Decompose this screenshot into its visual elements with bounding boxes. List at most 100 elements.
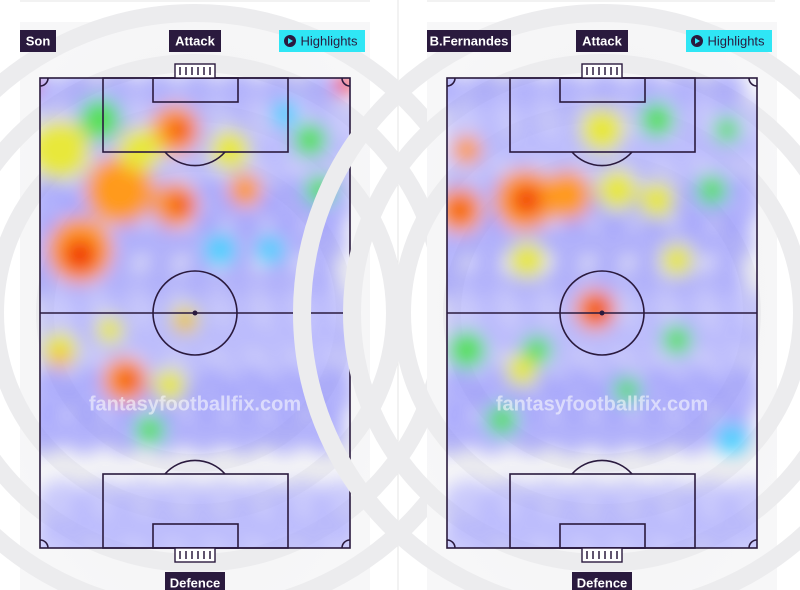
heat-base	[637, 140, 689, 192]
corner-arc	[39, 77, 49, 87]
heat-spot	[118, 370, 138, 390]
heat-base	[717, 330, 757, 382]
heat-base	[447, 410, 473, 454]
heat-base	[545, 260, 585, 300]
heat-base	[102, 220, 146, 264]
corner-arc	[341, 77, 351, 87]
heat-base	[190, 520, 242, 548]
heat-base	[465, 260, 505, 300]
heat-spot	[615, 378, 639, 402]
heat-spot	[273, 103, 297, 127]
heat-spot	[42, 332, 78, 368]
heat-spot	[294, 124, 326, 156]
heat-base	[186, 180, 234, 228]
heat-base	[150, 330, 202, 382]
corner-arc	[39, 539, 49, 549]
highlights-button[interactable]: Highlights	[279, 30, 365, 52]
highlights-button-text: Highlights	[707, 33, 765, 48]
attack-label-bg	[169, 30, 221, 52]
heat-base	[597, 520, 649, 548]
corner-arc	[748, 77, 758, 87]
heat-spot	[453, 136, 481, 164]
heat-base	[589, 410, 633, 454]
heat-spot	[715, 118, 739, 142]
defence-label-bg	[572, 572, 632, 590]
defence-label-bg	[165, 572, 225, 590]
heat-spot	[450, 200, 470, 220]
heat-base	[713, 370, 757, 418]
heat-base	[469, 220, 513, 264]
heat-spot	[229, 174, 261, 206]
heat-base	[549, 410, 593, 454]
heatmap	[447, 78, 757, 548]
heatmap-panel: fantasyfootballfix.com B.Fernandes Attack H…	[293, 4, 800, 590]
heat-spot	[698, 176, 726, 204]
heat-base	[70, 520, 122, 548]
heat-base	[138, 260, 178, 300]
heat-base	[262, 410, 306, 454]
player-name: B.Fernandes	[427, 30, 511, 52]
watermark: fantasyfootballfix.com	[496, 393, 708, 415]
heat-spot	[449, 332, 485, 368]
heat-base	[553, 370, 601, 418]
attack-label-text: Attack	[175, 33, 216, 48]
heat-base	[447, 260, 465, 300]
heat-base	[182, 410, 226, 454]
centre-circle	[152, 270, 238, 356]
heat-spot	[170, 195, 190, 215]
heat-spot	[86, 156, 154, 224]
centre-spot	[599, 310, 605, 316]
heat-base	[258, 260, 298, 300]
heat-base	[266, 180, 314, 228]
play-icon-arrow	[695, 38, 700, 44]
watermark: fantasyfootballfix.com	[89, 393, 301, 415]
heat-base	[150, 140, 202, 192]
defence-label: Defence	[572, 572, 632, 590]
heat-spot	[718, 426, 746, 454]
corner-arc	[748, 539, 758, 549]
heat-spot	[488, 406, 516, 434]
heat-base	[557, 330, 609, 382]
heat-base	[178, 260, 218, 300]
heat-base	[98, 260, 138, 300]
heat-spot	[523, 336, 551, 364]
heat-base	[477, 520, 529, 548]
player-name-bg	[427, 30, 511, 52]
heat-base	[142, 220, 186, 264]
heat-base	[150, 520, 202, 548]
heat-base	[310, 520, 350, 548]
heat-spot	[136, 416, 164, 444]
heat-base	[597, 330, 649, 382]
attack-label-text: Attack	[582, 33, 623, 48]
heat-base	[629, 220, 673, 264]
player-name-text: B.Fernandes	[430, 33, 509, 48]
attack-label: Attack	[576, 30, 628, 52]
player-name-text: Son	[26, 33, 51, 48]
heat-base	[226, 370, 274, 418]
goal-top	[174, 63, 216, 79]
arc-top	[571, 151, 633, 167]
heat-base	[230, 330, 282, 382]
heat-spot	[170, 120, 190, 140]
highlights-button[interactable]: Highlights	[686, 30, 772, 52]
goal-bottom	[581, 547, 623, 563]
heat-base	[669, 410, 713, 454]
arc-top	[164, 151, 226, 167]
arc-bottom	[164, 459, 226, 475]
heat-base	[62, 410, 106, 454]
heat-spot	[206, 236, 234, 264]
heat-spot	[52, 352, 68, 368]
player-name-bg	[20, 30, 56, 52]
heat-spot	[80, 100, 120, 140]
heat-base	[218, 260, 258, 300]
heat-base	[717, 520, 757, 548]
heat-spot	[585, 298, 609, 322]
heat-spot	[210, 130, 250, 170]
heat-base	[625, 260, 665, 300]
heat-spot	[513, 186, 541, 214]
heat-base	[629, 410, 673, 454]
heat-spot	[179, 316, 191, 328]
heat-spot	[661, 244, 693, 276]
